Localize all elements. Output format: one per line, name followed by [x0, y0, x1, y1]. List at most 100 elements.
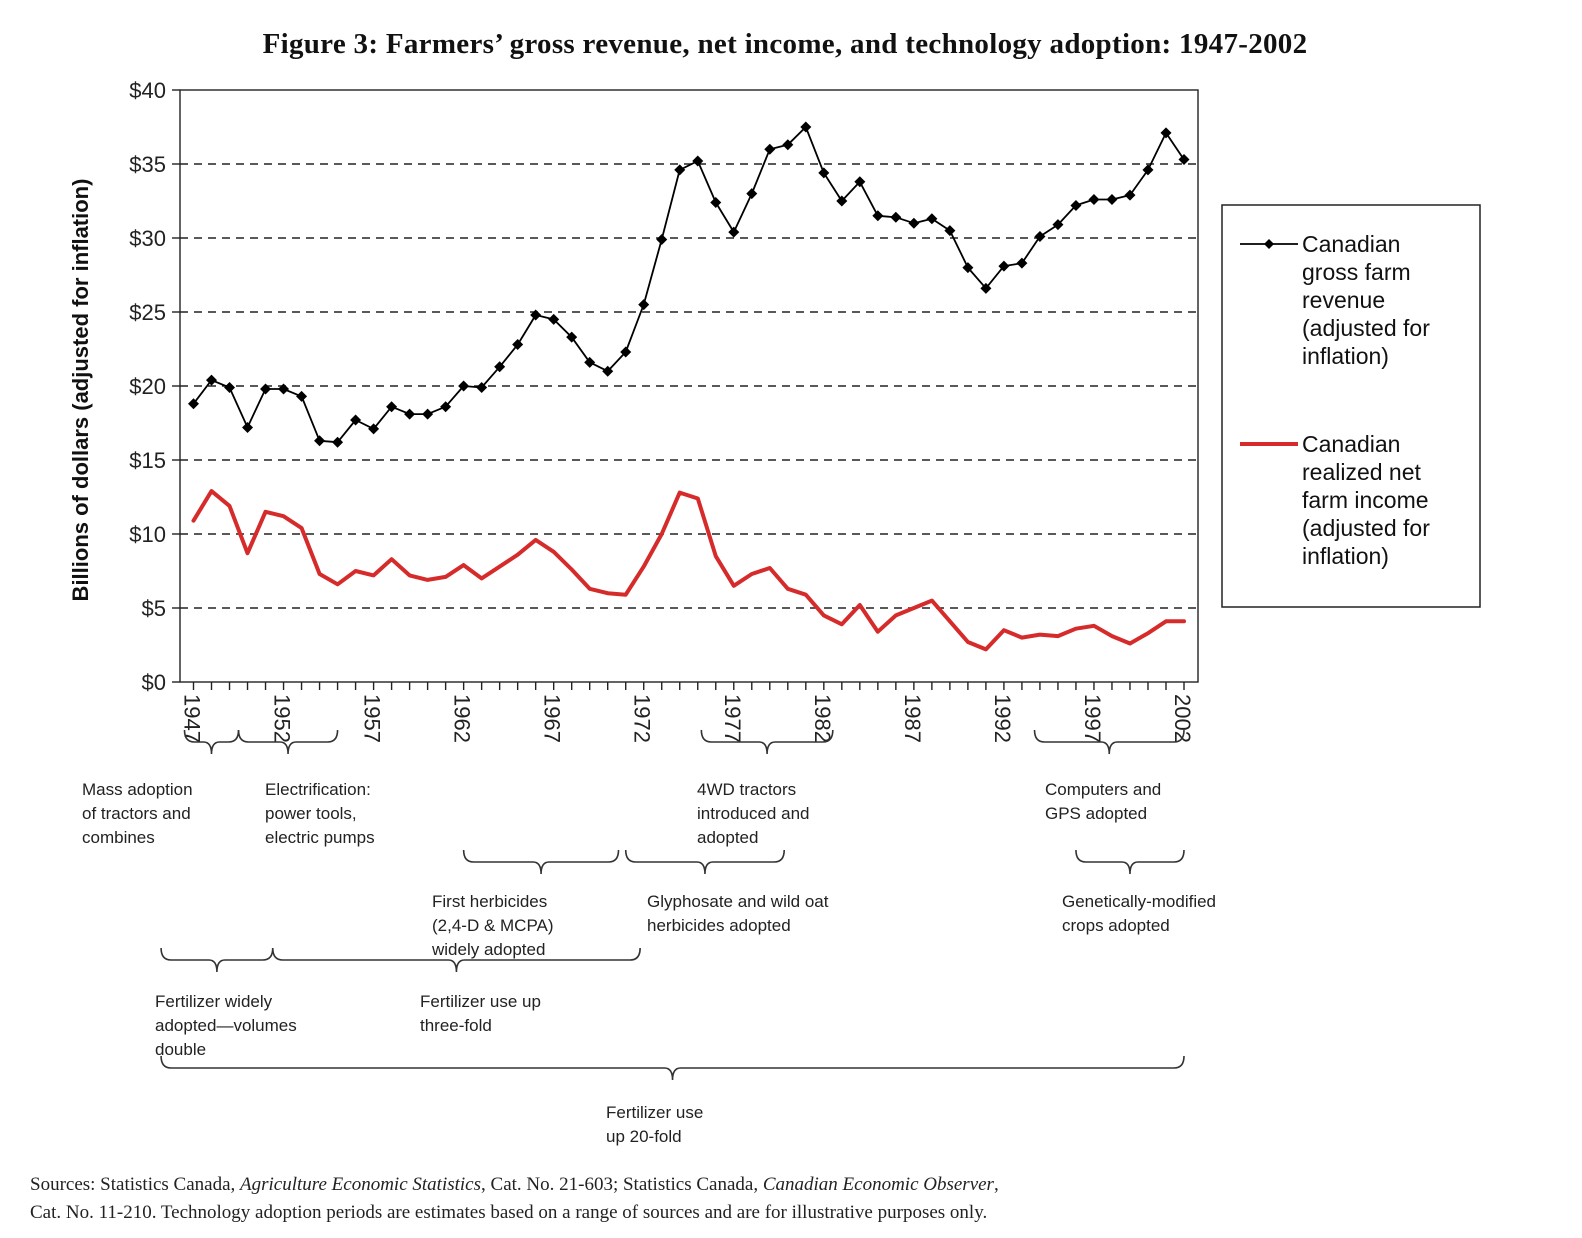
annotation-label: double: [155, 1040, 206, 1059]
legend-net-label: Canadian: [1302, 431, 1400, 457]
y-tick-label: $15: [129, 448, 166, 473]
annotation-label: Fertilizer use up: [420, 992, 541, 1011]
gross-revenue-point: [890, 211, 902, 223]
gross-revenue-point: [1088, 194, 1100, 206]
gross-revenue-point: [476, 381, 488, 393]
x-tick-label: 1977: [720, 694, 745, 743]
gross-revenue-point: [944, 225, 956, 237]
annotation-label: First herbicides: [432, 892, 547, 911]
x-tick-label: 1997: [1080, 694, 1105, 743]
legend-gross-label: (adjusted for: [1302, 315, 1430, 341]
annotation-label: Computers and: [1045, 780, 1161, 799]
gross-revenue-point: [1160, 127, 1172, 139]
annotation-label: electric pumps: [265, 828, 375, 847]
y-tick-label: $25: [129, 300, 166, 325]
annotation-brace: [160, 1055, 1185, 1081]
x-tick-label: 1987: [900, 694, 925, 743]
gross-revenue-point: [422, 408, 434, 420]
annotation-label: crops adopted: [1062, 916, 1170, 935]
gross-revenue-point: [602, 365, 614, 377]
annotation-label: combines: [82, 828, 155, 847]
annotation-label: Mass adoption: [82, 780, 193, 799]
x-tick-label: 1982: [810, 694, 835, 743]
gross-revenue-point: [530, 309, 542, 321]
x-tick-label: 2002: [1170, 694, 1195, 743]
gross-revenue-point: [1016, 257, 1028, 269]
legend-gross-label: inflation): [1302, 343, 1389, 369]
chart-title: Figure 3: Farmers’ gross revenue, net in…: [263, 28, 1308, 60]
annotation-label: 4WD tractors: [697, 780, 796, 799]
gross-revenue-point: [872, 210, 884, 222]
annotation-label: herbicides adopted: [647, 916, 791, 935]
gross-revenue-point: [260, 383, 272, 395]
annotation-label: up 20-fold: [606, 1127, 682, 1146]
gross-revenue-point: [692, 155, 704, 167]
gross-revenue-point: [710, 196, 722, 208]
gross-revenue-point: [998, 260, 1010, 272]
y-tick-label: $30: [129, 226, 166, 251]
gross-revenue-point: [1178, 154, 1190, 166]
gross-revenue-point: [206, 374, 218, 386]
gross-revenue-point: [548, 313, 560, 325]
annotation-brace: [237, 729, 339, 755]
y-tick-label: $35: [129, 152, 166, 177]
annotation-label: (2,4-D & MCPA): [432, 916, 554, 935]
gross-revenue-point: [404, 408, 416, 420]
gross-revenue-point: [242, 421, 254, 433]
legend-net-label: (adjusted for: [1302, 515, 1430, 541]
annotation-label: three-fold: [420, 1016, 492, 1035]
gridlines: [180, 163, 1198, 609]
gross-revenue-point: [728, 226, 740, 238]
x-tick-label: 1947: [180, 694, 205, 743]
gross-revenue-point: [782, 139, 794, 151]
x-tick-label: 1952: [270, 694, 295, 743]
legend-gross-label: revenue: [1302, 287, 1385, 313]
annotation-label: adopted—volumes: [155, 1016, 297, 1035]
gross-revenue-point: [674, 164, 686, 176]
annotation-label: widely adopted: [431, 940, 545, 959]
data-series: [188, 121, 1190, 652]
gross-revenue-point: [386, 401, 398, 413]
legend-net-label: farm income: [1302, 487, 1429, 513]
gross-revenue-point: [296, 390, 308, 402]
x-tick-label: 1957: [360, 694, 385, 743]
annotation-label: introduced and: [697, 804, 809, 823]
annotation-label: Glyphosate and wild oat: [647, 892, 829, 911]
gross-revenue-line: [192, 126, 1185, 444]
gross-revenue-point: [1142, 164, 1154, 176]
gross-revenue-point: [494, 361, 506, 373]
gross-revenue-point: [764, 143, 776, 155]
annotation-brace: [624, 849, 785, 875]
annotation-label: GPS adopted: [1045, 804, 1147, 823]
y-tick-label: $40: [129, 78, 166, 103]
x-tick-label: 1992: [990, 694, 1015, 743]
gross-revenue-point: [1124, 189, 1136, 201]
annotation-brace: [271, 947, 641, 973]
gross-revenue-point: [332, 436, 344, 448]
gross-revenue-point: [980, 282, 992, 294]
annotation-brace: [1075, 849, 1185, 875]
annotation-label: of tractors and: [82, 804, 191, 823]
gross-revenue-point: [314, 435, 326, 447]
gross-revenue-point: [1106, 194, 1118, 206]
annotation-brace: [160, 947, 274, 973]
annotation-brace: [183, 729, 240, 755]
gross-revenue-point: [800, 121, 812, 133]
x-tick-label: 1972: [630, 694, 655, 743]
gross-revenue-point: [818, 167, 830, 179]
x-tick-label: 1967: [540, 694, 565, 743]
y-axis-ticks: $0 $5 $10 $15 $20 $25 $30 $35 $40: [129, 78, 180, 695]
gross-revenue-point: [1034, 231, 1046, 243]
annotation-label: adopted: [697, 828, 758, 847]
technology-annotations: Mass adoption of tractors and combines Elec…: [82, 729, 1216, 1146]
annotation-brace: [700, 729, 834, 755]
y-tick-label: $5: [142, 596, 166, 621]
gross-revenue-point: [746, 188, 758, 200]
x-tick-label: 1962: [450, 694, 475, 743]
gross-revenue-point: [836, 195, 848, 207]
legend-gross-label: Canadian: [1302, 231, 1400, 257]
source-line-2: Cat. No. 11-210. Technology adoption per…: [30, 1202, 987, 1223]
gross-revenue-point: [566, 331, 578, 343]
